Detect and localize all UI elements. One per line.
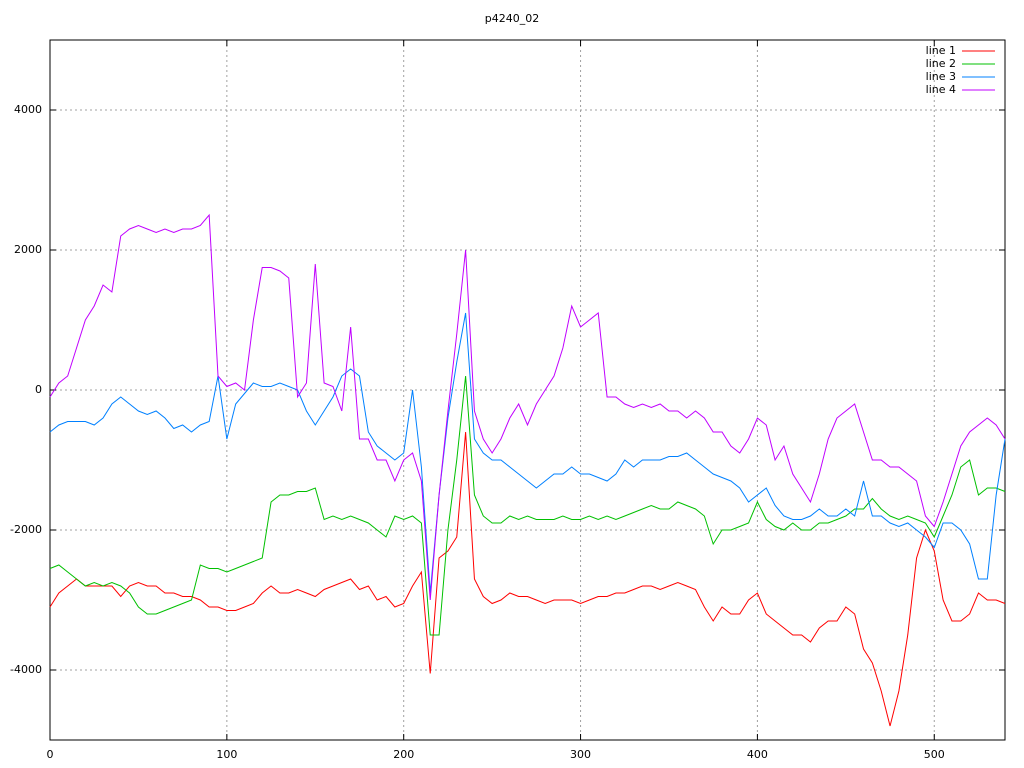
x-tick-label: 300 [570,748,591,761]
y-tick-label: -4000 [10,663,42,676]
legend-label: line 1 [926,44,956,57]
series-line [49,375,1006,636]
legend-label: line 3 [926,70,956,83]
series-line [49,431,1006,727]
y-tick-label: -2000 [10,523,42,536]
series-line [49,312,1006,594]
chart-title: p4240_02 [485,12,539,25]
legend-label: line 4 [926,83,956,96]
y-tick-label: 2000 [14,243,42,256]
x-tick-label: 100 [216,748,237,761]
y-tick-label: 0 [35,383,42,396]
plot-border [49,39,1006,741]
x-tick-label: 0 [47,748,54,761]
y-tick-label: 4000 [14,103,42,116]
legend-label: line 2 [926,57,956,70]
x-tick-label: 500 [924,748,945,761]
x-tick-label: 200 [393,748,414,761]
series-line [49,213,1006,601]
x-tick-label: 400 [747,748,768,761]
